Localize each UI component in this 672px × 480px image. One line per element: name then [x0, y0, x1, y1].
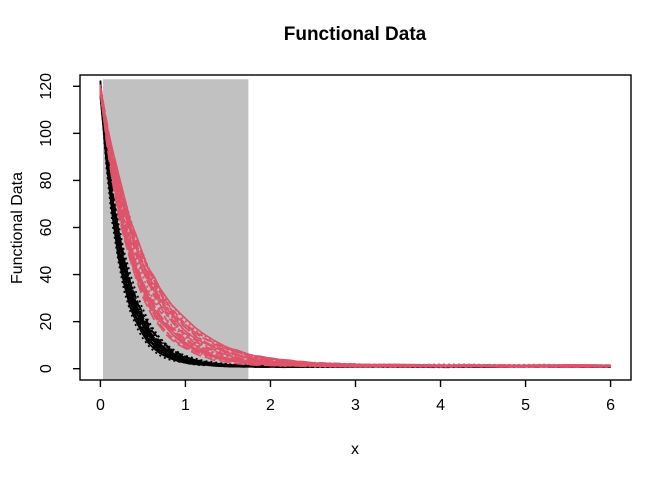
x-tick-label: 5 [521, 397, 530, 414]
curve-pink [99, 93, 611, 368]
x-tick-label: 1 [181, 397, 190, 414]
x-tick-label: 2 [266, 397, 275, 414]
x-axis-label: x [351, 441, 359, 458]
y-tick-label: 120 [38, 73, 55, 100]
y-tick-label: 0 [38, 364, 55, 373]
y-tick-label: 40 [38, 266, 55, 284]
curve-bundle [99, 80, 611, 369]
x-tick-label: 4 [436, 397, 445, 414]
y-tick-label: 80 [38, 171, 55, 189]
y-tick-label: 100 [38, 120, 55, 147]
chart-title: Functional Data [284, 24, 427, 45]
x-tick-label: 3 [351, 397, 360, 414]
curve-pink [99, 90, 611, 367]
x-tick-label: 6 [606, 397, 615, 414]
y-tick-label: 60 [38, 219, 55, 237]
y-tick-label: 20 [38, 313, 55, 331]
y-axis-label: Functional Data [9, 172, 26, 284]
curve-pink [99, 89, 611, 368]
x-tick-label: 0 [96, 397, 105, 414]
